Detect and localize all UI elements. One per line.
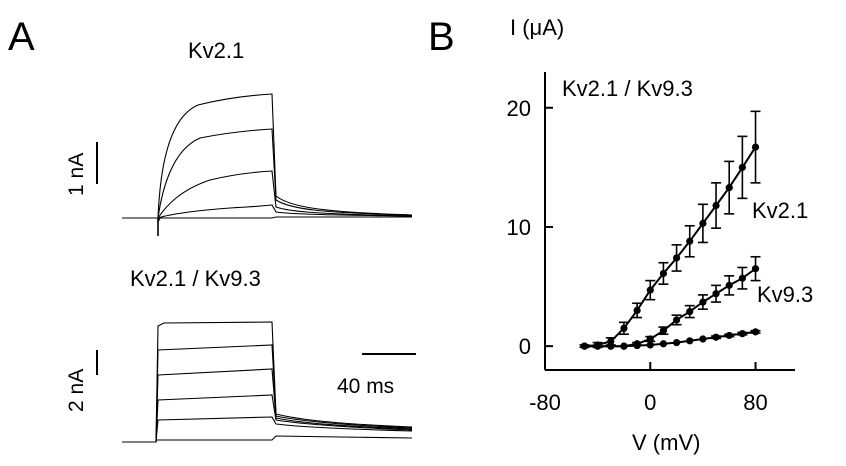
- y-tick-label: 10: [507, 215, 531, 240]
- data-point: [712, 201, 720, 210]
- data-point: [725, 331, 733, 340]
- data-point: [620, 342, 628, 350]
- y-tick-label: 20: [507, 96, 531, 121]
- panel-a-bottom-title: Kv2.1 / Kv9.3: [130, 266, 261, 291]
- kv93-trace-5: [122, 321, 413, 443]
- kv93-trace-4: [122, 344, 413, 443]
- panel-a-top-title: Kv2.1: [188, 38, 244, 63]
- data-point: [699, 219, 707, 227]
- data-point: [646, 286, 654, 294]
- data-point: [659, 269, 668, 278]
- data-point: [672, 254, 681, 262]
- kv93-trace-2: [122, 394, 413, 443]
- data-point: [646, 335, 654, 343]
- data-point: [659, 327, 668, 335]
- data-point: [712, 290, 720, 298]
- data-point: [699, 298, 707, 306]
- data-point: [672, 316, 681, 324]
- data-point: [646, 341, 654, 349]
- data-point: [580, 342, 589, 350]
- kv21-trace-baseline: [122, 216, 412, 223]
- data-point: [738, 274, 746, 282]
- kv21-current-traces: [122, 93, 413, 223]
- kv21-kv93-current-traces: [122, 321, 413, 443]
- series-label-2: Kv9.3: [757, 282, 813, 307]
- kv93-trace-3: [122, 368, 413, 443]
- kv93-trace-baseline: [122, 435, 413, 443]
- data-point: [738, 163, 746, 171]
- kv21-trace-2: [122, 170, 413, 219]
- kv21-trace-4: [122, 93, 413, 219]
- kv93-trace-1: [122, 416, 413, 443]
- x-tick-label: -80: [529, 390, 561, 415]
- data-point: [607, 342, 615, 350]
- panel-a-letter: A: [8, 15, 35, 59]
- data-point: [686, 337, 694, 345]
- data-point: [633, 306, 641, 314]
- x-axis-title: V (mV): [632, 430, 700, 455]
- data-point: [738, 330, 746, 338]
- data-point: [751, 328, 760, 336]
- data-point: [725, 281, 733, 289]
- data-point: [659, 340, 668, 348]
- y-tick-label: 0: [519, 334, 531, 359]
- data-point: [712, 333, 720, 341]
- data-point: [633, 341, 641, 350]
- x-tick-label: 0: [644, 390, 656, 415]
- data-point: [751, 143, 760, 151]
- series-label-1: Kv2.1: [752, 198, 808, 223]
- y-axis-title: I (μA): [510, 15, 564, 40]
- data-point: [686, 307, 694, 316]
- data-point: [725, 184, 733, 192]
- data-point: [620, 324, 628, 332]
- iv-plot-area: 0 10 20 -80 0 80 Kv2.1 / Kv9.3 Kv2.1 Kv9.3: [507, 72, 813, 415]
- time-scale-label: 40 ms: [337, 375, 394, 398]
- kv21-current-scale-label: 1 nA: [65, 153, 88, 196]
- data-point: [751, 265, 760, 273]
- series-label-0: Kv2.1 / Kv9.3: [562, 76, 693, 101]
- data-point: [686, 237, 694, 245]
- data-point: [672, 338, 681, 347]
- kv21-trace-3: [122, 128, 413, 219]
- x-tick-label: 80: [743, 390, 767, 415]
- kv21-trace-1: [122, 204, 413, 219]
- panel-b-letter: B: [428, 15, 455, 59]
- kv93-current-scale-label: 2 nA: [65, 369, 88, 412]
- data-point: [594, 342, 602, 350]
- data-point: [699, 335, 707, 343]
